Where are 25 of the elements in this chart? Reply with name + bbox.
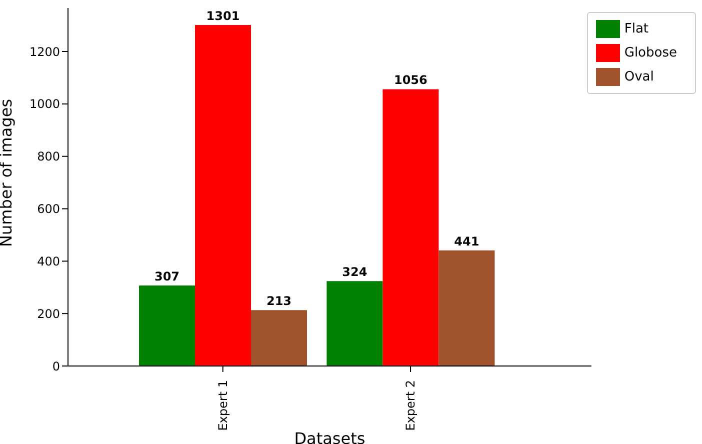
data-label: 1301	[206, 9, 240, 24]
y-tick-label: 1200	[29, 44, 60, 59]
data-label: 324	[342, 265, 368, 280]
y-tick-label: 800	[37, 150, 60, 164]
bar	[382, 89, 439, 366]
legend-label: Globose	[624, 46, 677, 61]
data-label: 213	[266, 294, 292, 308]
data-label: 441	[454, 234, 480, 248]
y-tick-label: 400	[37, 254, 60, 268]
x-tick-label: Expert 1	[216, 380, 230, 431]
bar	[326, 281, 383, 366]
legend-label: Flat	[624, 22, 649, 37]
data-label: 1056	[394, 73, 428, 88]
y-tick-label: 200	[37, 306, 60, 321]
y-tick-label: 0	[52, 359, 60, 374]
bar	[195, 25, 251, 366]
y-tick-label: 1000	[29, 97, 60, 112]
x-tick-label: Expert 2	[404, 380, 418, 431]
bar	[438, 250, 495, 366]
legend-label: Oval	[624, 70, 654, 85]
bar	[251, 310, 307, 366]
data-label: 307	[154, 270, 180, 284]
x-axis-title: Datasets	[294, 429, 366, 444]
bar	[139, 286, 195, 366]
y-tick-label: 600	[37, 202, 60, 216]
